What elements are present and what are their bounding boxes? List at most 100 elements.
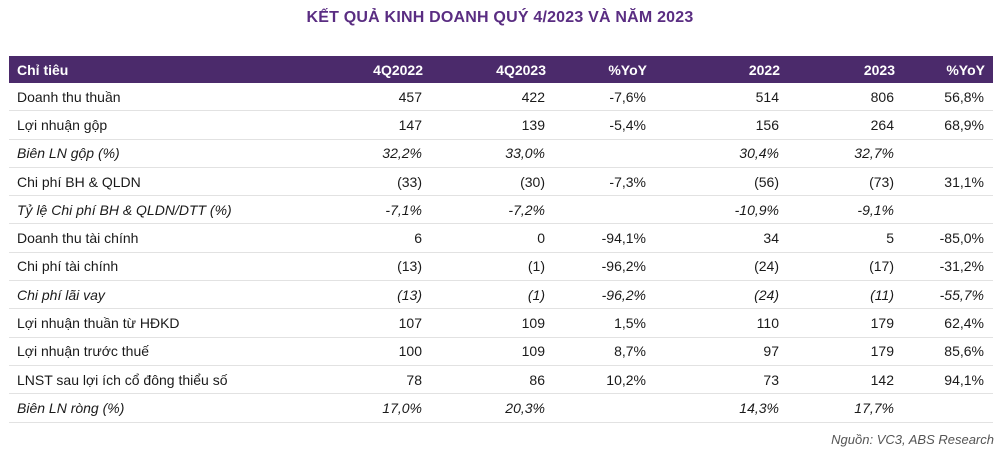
table-cell: 34 bbox=[655, 223, 788, 253]
row-label: Lợi nhuận thuần từ HĐKD bbox=[9, 308, 309, 338]
table-cell: 6 bbox=[309, 223, 431, 253]
table-cell: 31,1% bbox=[903, 167, 993, 197]
table-cell: 179 bbox=[788, 308, 903, 338]
table-cell: 17,7% bbox=[788, 393, 903, 423]
table-cell: 457 bbox=[309, 83, 431, 112]
table-row: Lợi nhuận gộp 147 139 -5,4% 156 264 68,9% bbox=[9, 110, 993, 140]
table-cell: 422 bbox=[431, 83, 554, 112]
table-cell: 94,1% bbox=[903, 365, 993, 395]
table-cell: 86 bbox=[431, 365, 554, 395]
table-row: Biên LN ròng (%) 17,0% 20,3% 14,3% 17,7% bbox=[9, 393, 993, 423]
row-label: Doanh thu tài chính bbox=[9, 223, 309, 253]
table-cell: 33,0% bbox=[431, 139, 554, 168]
table-cell: 109 bbox=[431, 308, 554, 338]
table-cell: -31,2% bbox=[903, 252, 993, 282]
table-cell: 179 bbox=[788, 337, 903, 366]
table-cell: 110 bbox=[655, 308, 788, 338]
table-cell: 0 bbox=[431, 223, 554, 253]
table-cell: (24) bbox=[655, 280, 788, 310]
header-4q2022: 4Q2022 bbox=[309, 56, 431, 83]
row-label: LNST sau lợi ích cổ đông thiểu số bbox=[9, 365, 309, 395]
table-cell: 107 bbox=[309, 308, 431, 338]
table-cell: 264 bbox=[788, 110, 903, 140]
table-body: Doanh thu thuần 457 422 -7,6% 514 806 56,8% Lợi… bbox=[9, 83, 993, 423]
table-cell bbox=[903, 393, 993, 423]
table-cell: (56) bbox=[655, 167, 788, 197]
row-label: Biên LN ròng (%) bbox=[9, 393, 309, 423]
row-label: Chi phí BH & QLDN bbox=[9, 167, 309, 197]
table-cell: (73) bbox=[788, 167, 903, 197]
table-cell: 5 bbox=[788, 223, 903, 253]
header-yoy-quarter: %YoY bbox=[554, 56, 655, 83]
row-label: Chi phí lãi vay bbox=[9, 280, 309, 310]
table-cell: (1) bbox=[431, 252, 554, 282]
table-cell: 142 bbox=[788, 365, 903, 395]
table-cell: 30,4% bbox=[655, 139, 788, 168]
header-2023: 2023 bbox=[788, 56, 903, 83]
table-cell: 17,0% bbox=[309, 393, 431, 423]
header-4q2023: 4Q2023 bbox=[431, 56, 554, 83]
table-cell: (33) bbox=[309, 167, 431, 197]
header-2022: 2022 bbox=[655, 56, 788, 83]
table-cell: -10,9% bbox=[655, 195, 788, 225]
table-row: Lợi nhuận thuần từ HĐKD 107 109 1,5% 110 179 6… bbox=[9, 308, 993, 338]
table-row: Doanh thu tài chính 6 0 -94,1% 34 5 -85,0% bbox=[9, 223, 993, 253]
table-cell bbox=[554, 393, 655, 423]
header-indicator: Chỉ tiêu bbox=[9, 56, 309, 83]
table-row: Chi phí BH & QLDN (33) (30) -7,3% (56) (73) 31… bbox=[9, 167, 993, 197]
table-cell: 85,6% bbox=[903, 337, 993, 366]
table-cell: 10,2% bbox=[554, 365, 655, 395]
table-cell: (1) bbox=[431, 280, 554, 310]
row-label: Tỷ lệ Chi phí BH & QLDN/DTT (%) bbox=[9, 195, 309, 225]
table-cell: -7,2% bbox=[431, 195, 554, 225]
table-cell: 100 bbox=[309, 337, 431, 366]
table-cell: 109 bbox=[431, 337, 554, 366]
table-header-row: Chỉ tiêu 4Q2022 4Q2023 %YoY 2022 2023 %Y… bbox=[9, 56, 993, 83]
row-label: Lợi nhuận trước thuế bbox=[9, 337, 309, 366]
row-label: Doanh thu thuần bbox=[9, 83, 309, 112]
table-row: Chi phí lãi vay (13) (1) -96,2% (24) (11) -55,… bbox=[9, 280, 993, 310]
table-cell: 56,8% bbox=[903, 83, 993, 112]
table-cell: 62,4% bbox=[903, 308, 993, 338]
table-cell: (13) bbox=[309, 280, 431, 310]
table-cell: 8,7% bbox=[554, 337, 655, 366]
table-row: Chi phí tài chính (13) (1) -96,2% (24) (17) -3… bbox=[9, 252, 993, 282]
table-cell: 97 bbox=[655, 337, 788, 366]
table-cell bbox=[554, 139, 655, 168]
table-cell: 68,9% bbox=[903, 110, 993, 140]
table-cell: (11) bbox=[788, 280, 903, 310]
table-cell bbox=[903, 139, 993, 168]
table-cell: -5,4% bbox=[554, 110, 655, 140]
table-cell: 78 bbox=[309, 365, 431, 395]
table-cell: 156 bbox=[655, 110, 788, 140]
row-label: Chi phí tài chính bbox=[9, 252, 309, 282]
table-cell: 1,5% bbox=[554, 308, 655, 338]
table-cell bbox=[554, 195, 655, 225]
table-row: Lợi nhuận trước thuế 100 109 8,7% 97 179 85,6% bbox=[9, 337, 993, 366]
row-label: Biên LN gộp (%) bbox=[9, 139, 309, 168]
table-cell: 514 bbox=[655, 83, 788, 112]
table-cell: 32,7% bbox=[788, 139, 903, 168]
table-cell: (13) bbox=[309, 252, 431, 282]
table-cell: -7,3% bbox=[554, 167, 655, 197]
table-row: Doanh thu thuần 457 422 -7,6% 514 806 56,8% bbox=[9, 83, 993, 112]
table-cell: -85,0% bbox=[903, 223, 993, 253]
table-cell: -96,2% bbox=[554, 252, 655, 282]
table-row: LNST sau lợi ích cổ đông thiểu số 78 86 10,… bbox=[9, 365, 993, 395]
header-yoy-year: %YoY bbox=[903, 56, 993, 83]
table-row: Tỷ lệ Chi phí BH & QLDN/DTT (%) -7,1% -7,2… bbox=[9, 195, 993, 225]
row-label: Lợi nhuận gộp bbox=[9, 110, 309, 140]
table-cell: (30) bbox=[431, 167, 554, 197]
report-title: KẾT QUẢ KINH DOANH QUÝ 4/2023 VÀ NĂM 202… bbox=[306, 9, 694, 26]
table-cell: -55,7% bbox=[903, 280, 993, 310]
table-cell: -7,6% bbox=[554, 83, 655, 112]
table-cell: -96,2% bbox=[554, 280, 655, 310]
table-row: Biên LN gộp (%) 32,2% 33,0% 30,4% 32,7% bbox=[9, 139, 993, 168]
table-cell: 806 bbox=[788, 83, 903, 112]
table-cell: 147 bbox=[309, 110, 431, 140]
table-cell bbox=[903, 195, 993, 225]
table-cell: 14,3% bbox=[655, 393, 788, 423]
table-cell: 32,2% bbox=[309, 139, 431, 168]
table-cell: 73 bbox=[655, 365, 788, 395]
results-table: Chỉ tiêu 4Q2022 4Q2023 %YoY 2022 2023 %Y… bbox=[9, 56, 993, 423]
